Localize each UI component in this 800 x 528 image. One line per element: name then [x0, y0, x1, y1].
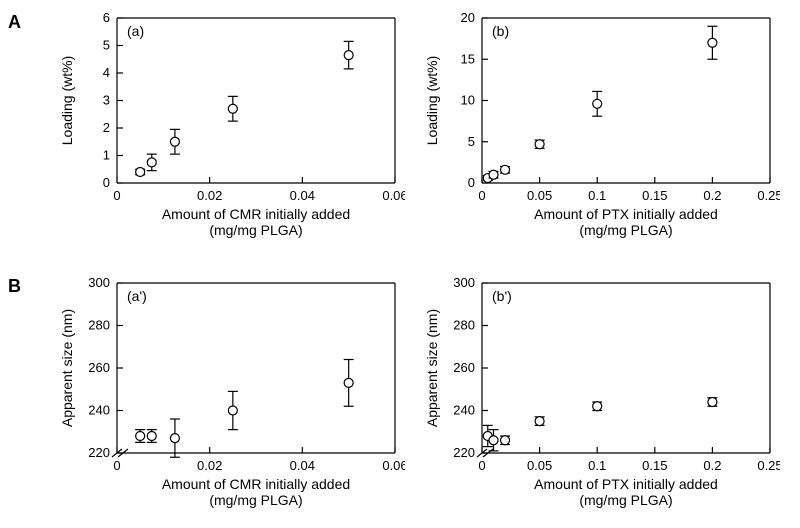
- svg-text:5: 5: [468, 134, 475, 149]
- chart-a: 0 0.02 0.04 0.06 0 1 2 3 4 5 6 Amount of CMR initia…: [55, 10, 405, 245]
- svg-text:2: 2: [103, 120, 110, 135]
- svg-text:0.05: 0.05: [527, 188, 552, 203]
- svg-text:220: 220: [453, 445, 475, 460]
- svg-text:Loading (wt%): Loading (wt%): [424, 56, 440, 146]
- svg-text:0.1: 0.1: [588, 188, 606, 203]
- data-point: [708, 38, 717, 47]
- svg-text:0.05: 0.05: [527, 458, 552, 473]
- svg-text:Amount of PTX initially added: Amount of PTX initially added: [534, 476, 718, 492]
- svg-text:3: 3: [103, 93, 110, 108]
- svg-text:(mg/mg PLGA): (mg/mg PLGA): [579, 492, 672, 508]
- svg-text:300: 300: [453, 275, 475, 290]
- data-point: [344, 378, 353, 387]
- svg-text:6: 6: [103, 10, 110, 25]
- svg-text:0: 0: [113, 188, 120, 203]
- svg-text:0: 0: [468, 175, 475, 190]
- svg-text:0.25: 0.25: [757, 458, 780, 473]
- data-point: [593, 402, 602, 411]
- data-point: [170, 434, 179, 443]
- data-point: [501, 165, 510, 174]
- svg-text:300: 300: [88, 275, 110, 290]
- svg-text:0.02: 0.02: [197, 188, 222, 203]
- data-point: [136, 432, 145, 441]
- data-point: [147, 158, 156, 167]
- data-point: [489, 436, 498, 445]
- chart-b: 0 0.05 0.1 0.15 0.2 0.25 0 5 10 15 20 Amount of PTX…: [420, 10, 780, 245]
- svg-text:0.2: 0.2: [703, 458, 721, 473]
- svg-text:Amount of PTX initially added: Amount of PTX initially added: [534, 206, 718, 222]
- data-point: [501, 436, 510, 445]
- svg-text:(a): (a): [127, 23, 144, 39]
- svg-text:Apparent size (nm): Apparent size (nm): [59, 309, 75, 427]
- data-point: [344, 51, 353, 60]
- svg-text:(a'): (a'): [127, 288, 147, 304]
- data-point: [136, 168, 145, 177]
- svg-text:(b): (b): [492, 23, 509, 39]
- svg-text:0.02: 0.02: [197, 458, 222, 473]
- chart-a2: 0 0.02 0.04 0.06 220 240 260 280 300 Amount of CM…: [55, 275, 405, 515]
- svg-text:0: 0: [103, 175, 110, 190]
- svg-text:0.04: 0.04: [290, 188, 315, 203]
- data-point: [228, 406, 237, 415]
- svg-text:20: 20: [461, 10, 475, 25]
- svg-text:Amount of CMR initially added: Amount of CMR initially added: [162, 206, 350, 222]
- svg-text:260: 260: [453, 360, 475, 375]
- svg-text:Apparent size (nm): Apparent size (nm): [424, 309, 440, 427]
- svg-text:(mg/mg PLGA): (mg/mg PLGA): [579, 222, 672, 238]
- svg-text:0.15: 0.15: [642, 188, 667, 203]
- svg-text:(mg/mg PLGA): (mg/mg PLGA): [209, 492, 302, 508]
- svg-text:5: 5: [103, 38, 110, 53]
- svg-text:0: 0: [478, 188, 485, 203]
- svg-text:0: 0: [113, 458, 120, 473]
- data-point: [708, 398, 717, 407]
- svg-text:1: 1: [103, 148, 110, 163]
- svg-text:15: 15: [461, 51, 475, 66]
- svg-text:0.06: 0.06: [382, 458, 405, 473]
- svg-text:280: 280: [453, 318, 475, 333]
- data-point: [593, 99, 602, 108]
- figure: A B 0 0.02 0.04 0.06 0 1 2 3 4 5 6 Amount of CMR in…: [0, 0, 800, 528]
- panel-b-prime: 0 0.05 0.1 0.15 0.2 0.25 220 240 260 280 300 Amount…: [420, 275, 780, 515]
- chart-b2: 0 0.05 0.1 0.15 0.2 0.25 220 240 260 280 300 Amount…: [420, 275, 780, 515]
- row-label-B: B: [8, 276, 21, 297]
- svg-text:0.04: 0.04: [290, 458, 315, 473]
- svg-text:280: 280: [88, 318, 110, 333]
- row-label-A: A: [8, 12, 21, 33]
- svg-text:(b'): (b'): [492, 288, 512, 304]
- svg-text:Amount of CMR initially added: Amount of CMR initially added: [162, 476, 350, 492]
- svg-text:240: 240: [453, 403, 475, 418]
- svg-text:0.06: 0.06: [382, 188, 405, 203]
- data-point: [170, 137, 179, 146]
- svg-text:4: 4: [103, 65, 110, 80]
- panel-b: 0 0.05 0.1 0.15 0.2 0.25 0 5 10 15 20 Amount of PTX…: [420, 10, 780, 245]
- svg-text:(mg/mg PLGA): (mg/mg PLGA): [209, 222, 302, 238]
- svg-text:240: 240: [88, 403, 110, 418]
- data-point: [228, 104, 237, 113]
- data-point: [535, 140, 544, 149]
- svg-text:0.25: 0.25: [757, 188, 780, 203]
- data-point: [147, 432, 156, 441]
- svg-text:0.1: 0.1: [588, 458, 606, 473]
- svg-text:Loading (wt%): Loading (wt%): [59, 56, 75, 146]
- panel-a: 0 0.02 0.04 0.06 0 1 2 3 4 5 6 Amount of CMR initia…: [55, 10, 405, 245]
- svg-text:260: 260: [88, 360, 110, 375]
- svg-text:10: 10: [461, 93, 475, 108]
- svg-text:0: 0: [478, 458, 485, 473]
- svg-text:0.15: 0.15: [642, 458, 667, 473]
- svg-text:0.2: 0.2: [703, 188, 721, 203]
- panel-a-prime: 0 0.02 0.04 0.06 220 240 260 280 300 Amount of CM…: [55, 275, 405, 515]
- data-point: [535, 417, 544, 426]
- svg-text:220: 220: [88, 445, 110, 460]
- data-point: [489, 170, 498, 179]
